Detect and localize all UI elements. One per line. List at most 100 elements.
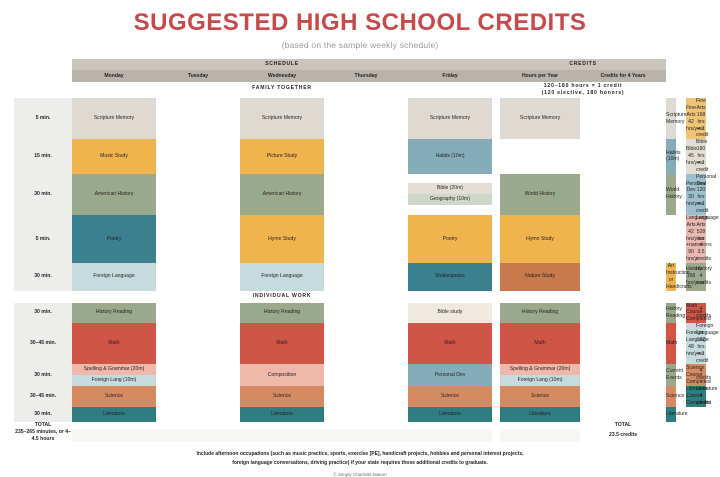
schedule-cell[interactable]: Literature xyxy=(666,406,688,422)
schedule-cell[interactable]: Scripture Memory xyxy=(240,98,324,140)
schedule-cell[interactable]: Art Instruction or Handicrafts xyxy=(666,263,692,291)
schedule-cell[interactable]: History Reading xyxy=(666,302,685,324)
schedule-cell[interactable]: Composition xyxy=(240,364,324,387)
schedule-cell-part[interactable]: Spelling & Grammar (20m) xyxy=(72,364,156,376)
credit-value-cell[interactable]: Bible 180 hrs = 1 credit xyxy=(696,139,709,174)
schedule-cell[interactable]: Shakespeare xyxy=(408,263,493,291)
schedule-cell[interactable]: American History xyxy=(72,173,156,215)
schedule-cell[interactable]: World History xyxy=(666,173,682,215)
time-label: 30–45 min. xyxy=(14,323,72,365)
schedule-cell-part[interactable]: Foreign Lang (10m) xyxy=(500,375,581,387)
schedule-cell[interactable]: Current Events xyxy=(666,364,683,387)
schedule-cell[interactable]: Literature xyxy=(500,406,581,422)
schedule-cell[interactable]: Math xyxy=(408,323,493,365)
schedule-cell[interactable]: Bible (20m) Geography (10m) xyxy=(408,174,493,215)
schedule-cell[interactable]: American History xyxy=(240,173,324,215)
schedule-cell[interactable]: Poetry xyxy=(408,214,493,263)
schedule-cell[interactable]: Science xyxy=(408,386,493,407)
schedule-cell[interactable]: History Reading xyxy=(500,302,581,324)
credit-value-cell[interactable]: Language Arts 528 hrs = 3.5 credits xyxy=(696,214,719,263)
credit-value-cell[interactable]: 4 credits xyxy=(696,364,711,387)
schedule-cell[interactable]: Math xyxy=(500,323,581,365)
individual-hours-blank xyxy=(500,290,581,303)
cell-sep xyxy=(324,263,408,291)
credit-value-cell[interactable]: Foreign Language 192 hrs = 1 credit xyxy=(696,323,719,365)
schedule-cell[interactable]: Science xyxy=(240,386,324,407)
schedule-cell[interactable]: Music Study xyxy=(72,139,156,174)
cell-sep xyxy=(492,173,501,215)
schedule-cell-part[interactable]: Spelling & Grammar (20m) xyxy=(500,364,581,376)
schedule-cell[interactable]: Literature xyxy=(408,406,493,422)
time-label: 30–45 min. xyxy=(14,386,72,407)
credit-value-cell[interactable]: History 4 credits xyxy=(696,263,712,291)
schedule-cell[interactable]: Literature xyxy=(240,406,324,422)
total-value-hours-blank xyxy=(500,428,581,443)
schedule-cell[interactable]: Habits (10m) xyxy=(408,139,493,174)
credit-value-cell[interactable]: 4 credits xyxy=(696,302,711,324)
credit-hours-cell[interactable]: Foreign Language48 hrs/year xyxy=(686,323,709,365)
credit-value-cell[interactable]: Literature 4 credits xyxy=(696,386,718,407)
schedule-row: 15 min. Music Study Picture Study Habits (1… xyxy=(14,139,709,174)
schedule-cell[interactable]: Science xyxy=(666,386,684,407)
credit-value-cell[interactable]: Personal Dev 120 hrs = 1 credit xyxy=(696,173,717,215)
schedule-cell[interactable]: Foreign Language xyxy=(240,263,324,291)
schedule-cell[interactable]: Math xyxy=(666,323,677,365)
credits-table: SCHEDULE CREDITS Monday Tuesday Wednesday Thu… xyxy=(14,59,719,443)
cell-sep xyxy=(580,406,667,422)
page-title: SUGGESTED HIGH SCHOOL CREDITS xyxy=(133,9,587,36)
credit-hours-cell[interactable]: Bible 45 hrs/year xyxy=(686,139,704,174)
poster-root: SUGGESTED HIGH SCHOOL CREDITS (based on … xyxy=(0,9,720,477)
schedule-cell[interactable]: Hymn Study xyxy=(240,214,324,263)
schedule-cell[interactable]: Bible study xyxy=(408,302,493,324)
row-gap xyxy=(676,98,687,140)
total-value-gap xyxy=(492,428,501,443)
schedule-cell[interactable]: Hymn Study xyxy=(500,214,581,263)
schedule-cell[interactable]: World History xyxy=(500,173,581,215)
schedule-cell[interactable]: Math xyxy=(72,323,156,365)
schedule-cell[interactable]: Foreign Language xyxy=(72,263,156,291)
cell-sep xyxy=(492,323,501,365)
time-label: 30 min. xyxy=(14,364,72,387)
total-label-row: TOTAL TOTAL xyxy=(14,421,706,429)
cell-sep xyxy=(580,214,667,263)
schedule-cell[interactable] xyxy=(500,139,581,174)
schedule-cell[interactable]: Poetry xyxy=(72,214,156,263)
schedule-cell[interactable]: Math xyxy=(240,323,324,365)
schedule-cell[interactable]: Spelling & Grammar (20m) Foreign Lang (10… xyxy=(72,364,156,387)
cell-sep xyxy=(324,98,408,140)
schedule-cell[interactable] xyxy=(666,214,677,263)
schedule-cell[interactable]: Personal Dev xyxy=(408,364,493,387)
schedule-cell[interactable]: Picture Study xyxy=(240,139,324,174)
schedule-cell[interactable]: History Reading xyxy=(72,302,156,324)
schedule-cell[interactable]: Scripture Memory xyxy=(500,98,581,140)
credit-hours-cell[interactable]: History 168 hrs/year xyxy=(686,263,704,291)
credit-value-cell[interactable]: Fine Arts 168 hrs = 1 credit xyxy=(696,98,709,140)
schedule-cell[interactable]: Literature xyxy=(72,406,156,422)
schedule-cell[interactable]: Scripture Memory xyxy=(408,98,493,140)
schedule-cell-part[interactable]: Geography (10m) xyxy=(408,194,493,206)
schedule-cell-part[interactable]: Bible (20m) xyxy=(408,183,493,195)
header-day-wednesday: Wednesday xyxy=(240,70,324,82)
schedule-cell[interactable]: Habits (10m) xyxy=(666,139,681,174)
schedule-cell[interactable]: Scripture Memory xyxy=(666,98,686,140)
cell-sep xyxy=(492,364,501,387)
schedule-cell[interactable]: Science xyxy=(500,386,581,407)
schedule-cell-part[interactable]: Foreign Lang (10m) xyxy=(72,375,156,387)
schedule-cell[interactable]: History Reading xyxy=(240,302,324,324)
schedule-row: 30 min. Literature Literature Literature Lit… xyxy=(14,406,706,422)
family-corner xyxy=(14,82,72,94)
schedule-cell[interactable]: Science xyxy=(72,386,156,407)
header-schedule: SCHEDULE xyxy=(72,59,493,70)
cell-sep xyxy=(156,386,240,407)
credit-hours-cell[interactable]: Fine Arts 42 hrs/year xyxy=(686,98,704,140)
schedule-total-label: TOTAL xyxy=(14,421,72,429)
schedule-cell[interactable]: Nature Study xyxy=(500,263,581,291)
schedule-cell[interactable]: Scripture Memory xyxy=(72,98,156,140)
schedule-cell[interactable]: Spelling & Grammar (20m) Foreign Lang (10… xyxy=(500,364,581,387)
